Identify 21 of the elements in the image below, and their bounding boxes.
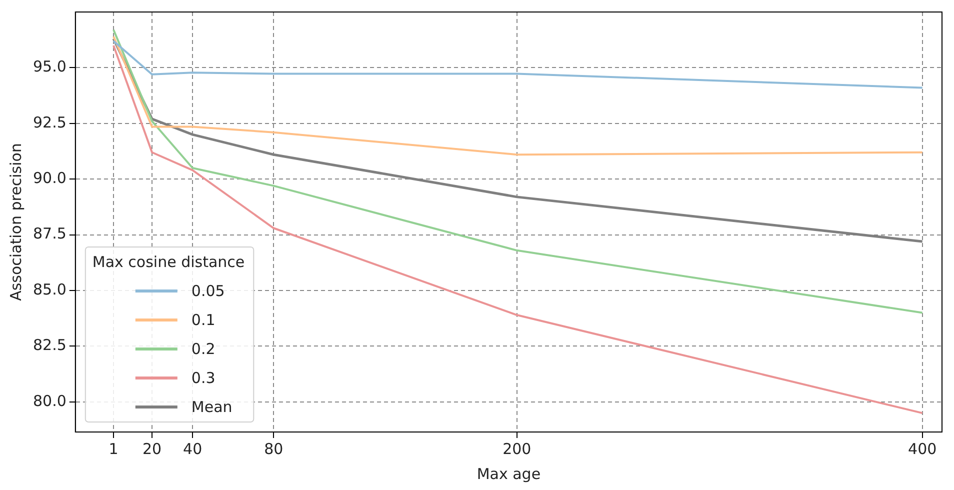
legend-label: 0.1 xyxy=(191,310,216,329)
x-axis-title: Max age xyxy=(476,464,541,483)
y-tick-label: 95.0 xyxy=(32,58,66,76)
x-tick-label: 200 xyxy=(502,440,532,458)
y-tick-label: 92.5 xyxy=(32,113,66,132)
y-tick-label: 85.0 xyxy=(32,280,66,298)
legend-label: 0.05 xyxy=(191,282,225,300)
y-axis-title: Association precision xyxy=(6,143,25,301)
x-tick-label: 40 xyxy=(183,440,202,458)
y-tick-label: 82.5 xyxy=(32,336,66,354)
x-tick-label: 80 xyxy=(264,440,284,458)
legend-label: Mean xyxy=(191,398,232,416)
x-tick-label: 20 xyxy=(142,440,162,458)
x-tick-label: 400 xyxy=(908,440,937,458)
y-tick-label: 87.5 xyxy=(32,224,66,243)
legend-label: 0.3 xyxy=(191,368,216,387)
legend-title: Max cosine distance xyxy=(92,252,245,271)
y-tick-label: 80.0 xyxy=(32,392,66,410)
x-tick-label: 1 xyxy=(108,440,118,458)
legend-label: 0.2 xyxy=(191,340,216,358)
y-tick-label: 90.0 xyxy=(32,169,66,187)
